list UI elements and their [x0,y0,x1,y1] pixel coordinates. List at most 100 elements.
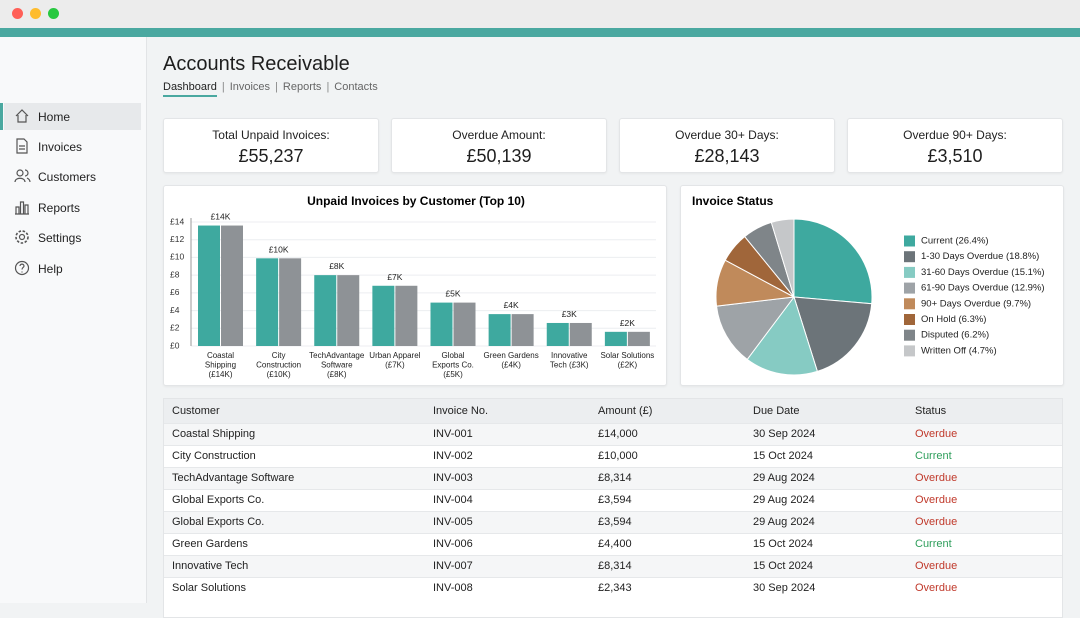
window-chrome [0,0,1080,28]
kpi-card: Overdue 30+ Days: £28,143 [619,118,835,173]
x-tick-label: (£8K) [327,370,347,379]
table-cell: INV-004 [425,488,590,511]
x-tick-label: (£2K) [618,361,638,370]
x-tick-label: Construction [256,361,301,370]
x-tick-label: TechAdvantage [309,351,365,360]
legend-label: Disputed (6.2%) [921,330,989,341]
data-label: £5K [445,289,460,299]
column-header: Invoice No. [425,399,590,423]
nav-item[interactable]: Settings [4,224,141,251]
table-row: Innovative Tech INV-007 £8,314 15 Oct 2024 O… [164,554,1062,577]
pie-slice [793,218,873,305]
legend-swatch [904,298,915,310]
x-tick-label: (£14K) [208,370,232,379]
close-button[interactable] [12,8,23,19]
y-tick-label: £4 [170,305,180,315]
header-row: Customer Invoice No. Amount (£) Due Date Sta… [164,399,1062,423]
maximize-button[interactable] [48,8,59,19]
tab[interactable]: Reports [270,81,322,93]
table-cell: 30 Sep 2024 [745,422,907,445]
icon [14,169,31,183]
icon [15,109,29,123]
legend-swatch [904,235,915,247]
bar-chart: Unpaid Invoices by Customer (Top 10) £0 £… [170,194,656,379]
legend-label: 31-60 Days Overdue (15.1%) [921,267,1045,278]
table-cell: £2,343 [590,576,745,599]
legend-label: On Hold (6.3%) [921,314,986,325]
legend-swatch [904,314,915,325]
x-tick-label: Software [321,361,353,370]
pie-slice [793,296,873,373]
table-cell: Current [907,444,1062,467]
tab[interactable]: Dashboard [163,81,217,97]
kpi-card: Overdue 90+ Days: £3,510 [847,118,1063,173]
nav-item[interactable]: Reports [4,194,141,221]
kpi-label: Total Unpaid Invoices: [212,128,330,142]
table-cell: Current [907,532,1062,555]
bar [569,322,592,346]
bar [546,322,569,346]
nav-label: Reports [38,200,81,215]
chart-title: Unpaid Invoices by Customer (Top 10) [307,194,525,208]
table-cell: INV-007 [425,554,590,577]
y-tick-label: £12 [170,234,184,244]
bar [395,285,418,346]
kpi-card: Overdue Amount: £50,139 [391,118,607,173]
icon [15,201,29,215]
column-header: Status [907,399,1062,423]
bar [511,314,534,346]
table-cell: TechAdvantage Software [164,466,425,489]
table-cell: INV-002 [425,444,590,467]
pie-chart: Invoice Status Current (26.4%) 1-30 Days … [692,194,1045,376]
y-tick-label: £8 [170,269,180,279]
table-cell: 29 Aug 2024 [745,510,907,533]
table-cell: 29 Aug 2024 [745,466,907,489]
x-tick-label: Coastal [207,351,234,360]
table-cell: £8,314 [590,466,745,489]
bar [279,258,302,346]
x-tick-label: Exports Co. [432,361,474,370]
tab[interactable]: Invoices [217,81,270,93]
pie-slice [715,296,796,361]
x-tick-label: Tech (£3K) [550,361,589,370]
legend-swatch [904,329,915,341]
nav-item[interactable]: Customers [4,163,141,190]
table-row: Green Gardens INV-006 £4,400 15 Oct 2024 Cur… [164,532,1062,555]
kpi-label: Overdue Amount: [452,128,546,142]
bar [372,285,395,346]
table-cell: 30 Sep 2024 [745,576,907,599]
bar [430,302,453,346]
y-tick-label: £0 [170,340,180,350]
table-cell: Global Exports Co. [164,488,425,511]
pie-chart-card: Invoice Status Current (26.4%) 1-30 Days … [680,185,1064,386]
app-window: { "sidebar": {"items": ["Home", "Invoice… [0,0,1080,603]
table-row: Global Exports Co. INV-005 £3,594 29 Aug 20… [164,510,1062,533]
legend-swatch [904,266,915,278]
table-cell: INV-001 [425,422,590,445]
table-cell: INV-003 [425,466,590,489]
icon [16,138,28,154]
minimize-button[interactable] [30,8,41,19]
x-tick-label: Global [441,351,464,360]
table-body: Coastal Shipping INV-001 £14,000 30 Sep 202… [164,422,1062,599]
bar [604,331,627,346]
data-label: £14K [211,212,231,222]
table-cell: £10,000 [590,444,745,467]
kpi-card: Total Unpaid Invoices: £55,237 [163,118,379,173]
x-tick-label: (£4K) [501,361,521,370]
chart-title: Invoice Status [692,194,774,208]
x-tick-label: (£5K) [443,370,463,379]
bar [256,258,279,346]
x-tick-label: Solar Solutions [600,351,654,360]
nav-item[interactable]: Help [4,255,141,282]
table-cell: Overdue [907,466,1062,489]
bar [627,331,650,346]
icon [14,260,30,276]
y-tick-label: £6 [170,287,180,297]
kpi-value: £3,510 [927,146,983,166]
nav-item[interactable]: Invoices [4,133,141,160]
nav-label: Help [38,261,63,276]
x-tick-label: Green Gardens [484,351,539,360]
nav-item[interactable]: Home [4,103,141,130]
tab[interactable]: Contacts [321,81,377,93]
